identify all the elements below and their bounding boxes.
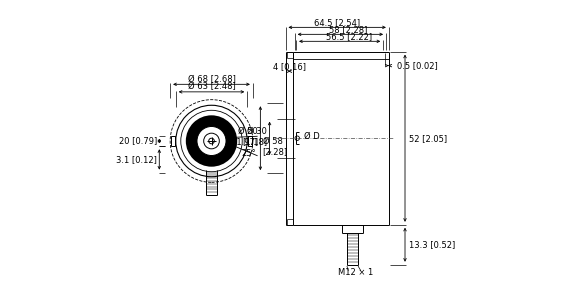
Text: 58 [2.28]: 58 [2.28] [329,25,367,34]
Bar [248,136,252,146]
Text: 3.1 [0.12]: 3.1 [0.12] [116,155,157,164]
Text: Ø 30
[1.18]: Ø 30 [1.18] [242,127,267,147]
Text: 56.5 [2.22]: 56.5 [2.22] [327,32,372,41]
Text: Ø 68 [2.68]: Ø 68 [2.68] [187,75,235,84]
Text: Ø 50
[1.97]: Ø 50 [1.97] [233,127,258,147]
Text: 52 [2.05]: 52 [2.05] [409,134,448,143]
Text: Ø 63 [2.48]: Ø 63 [2.48] [188,82,235,91]
Text: M12 × 1: M12 × 1 [337,268,373,277]
Text: Ø 58
[2.28]: Ø 58 [2.28] [263,137,288,156]
Text: 13.3 [0.52]: 13.3 [0.52] [409,240,456,249]
Text: 20 [0.79]: 20 [0.79] [119,136,157,146]
Text: 0.5 [0.02]: 0.5 [0.02] [397,61,437,70]
Text: 25°: 25° [242,149,256,158]
Circle shape [197,127,226,155]
Circle shape [186,115,237,167]
Bar [171,136,175,146]
Text: 4 [0.16]: 4 [0.16] [273,62,306,71]
Text: Ø D: Ø D [304,132,320,141]
Text: 64.5 [2.54]: 64.5 [2.54] [314,18,360,27]
